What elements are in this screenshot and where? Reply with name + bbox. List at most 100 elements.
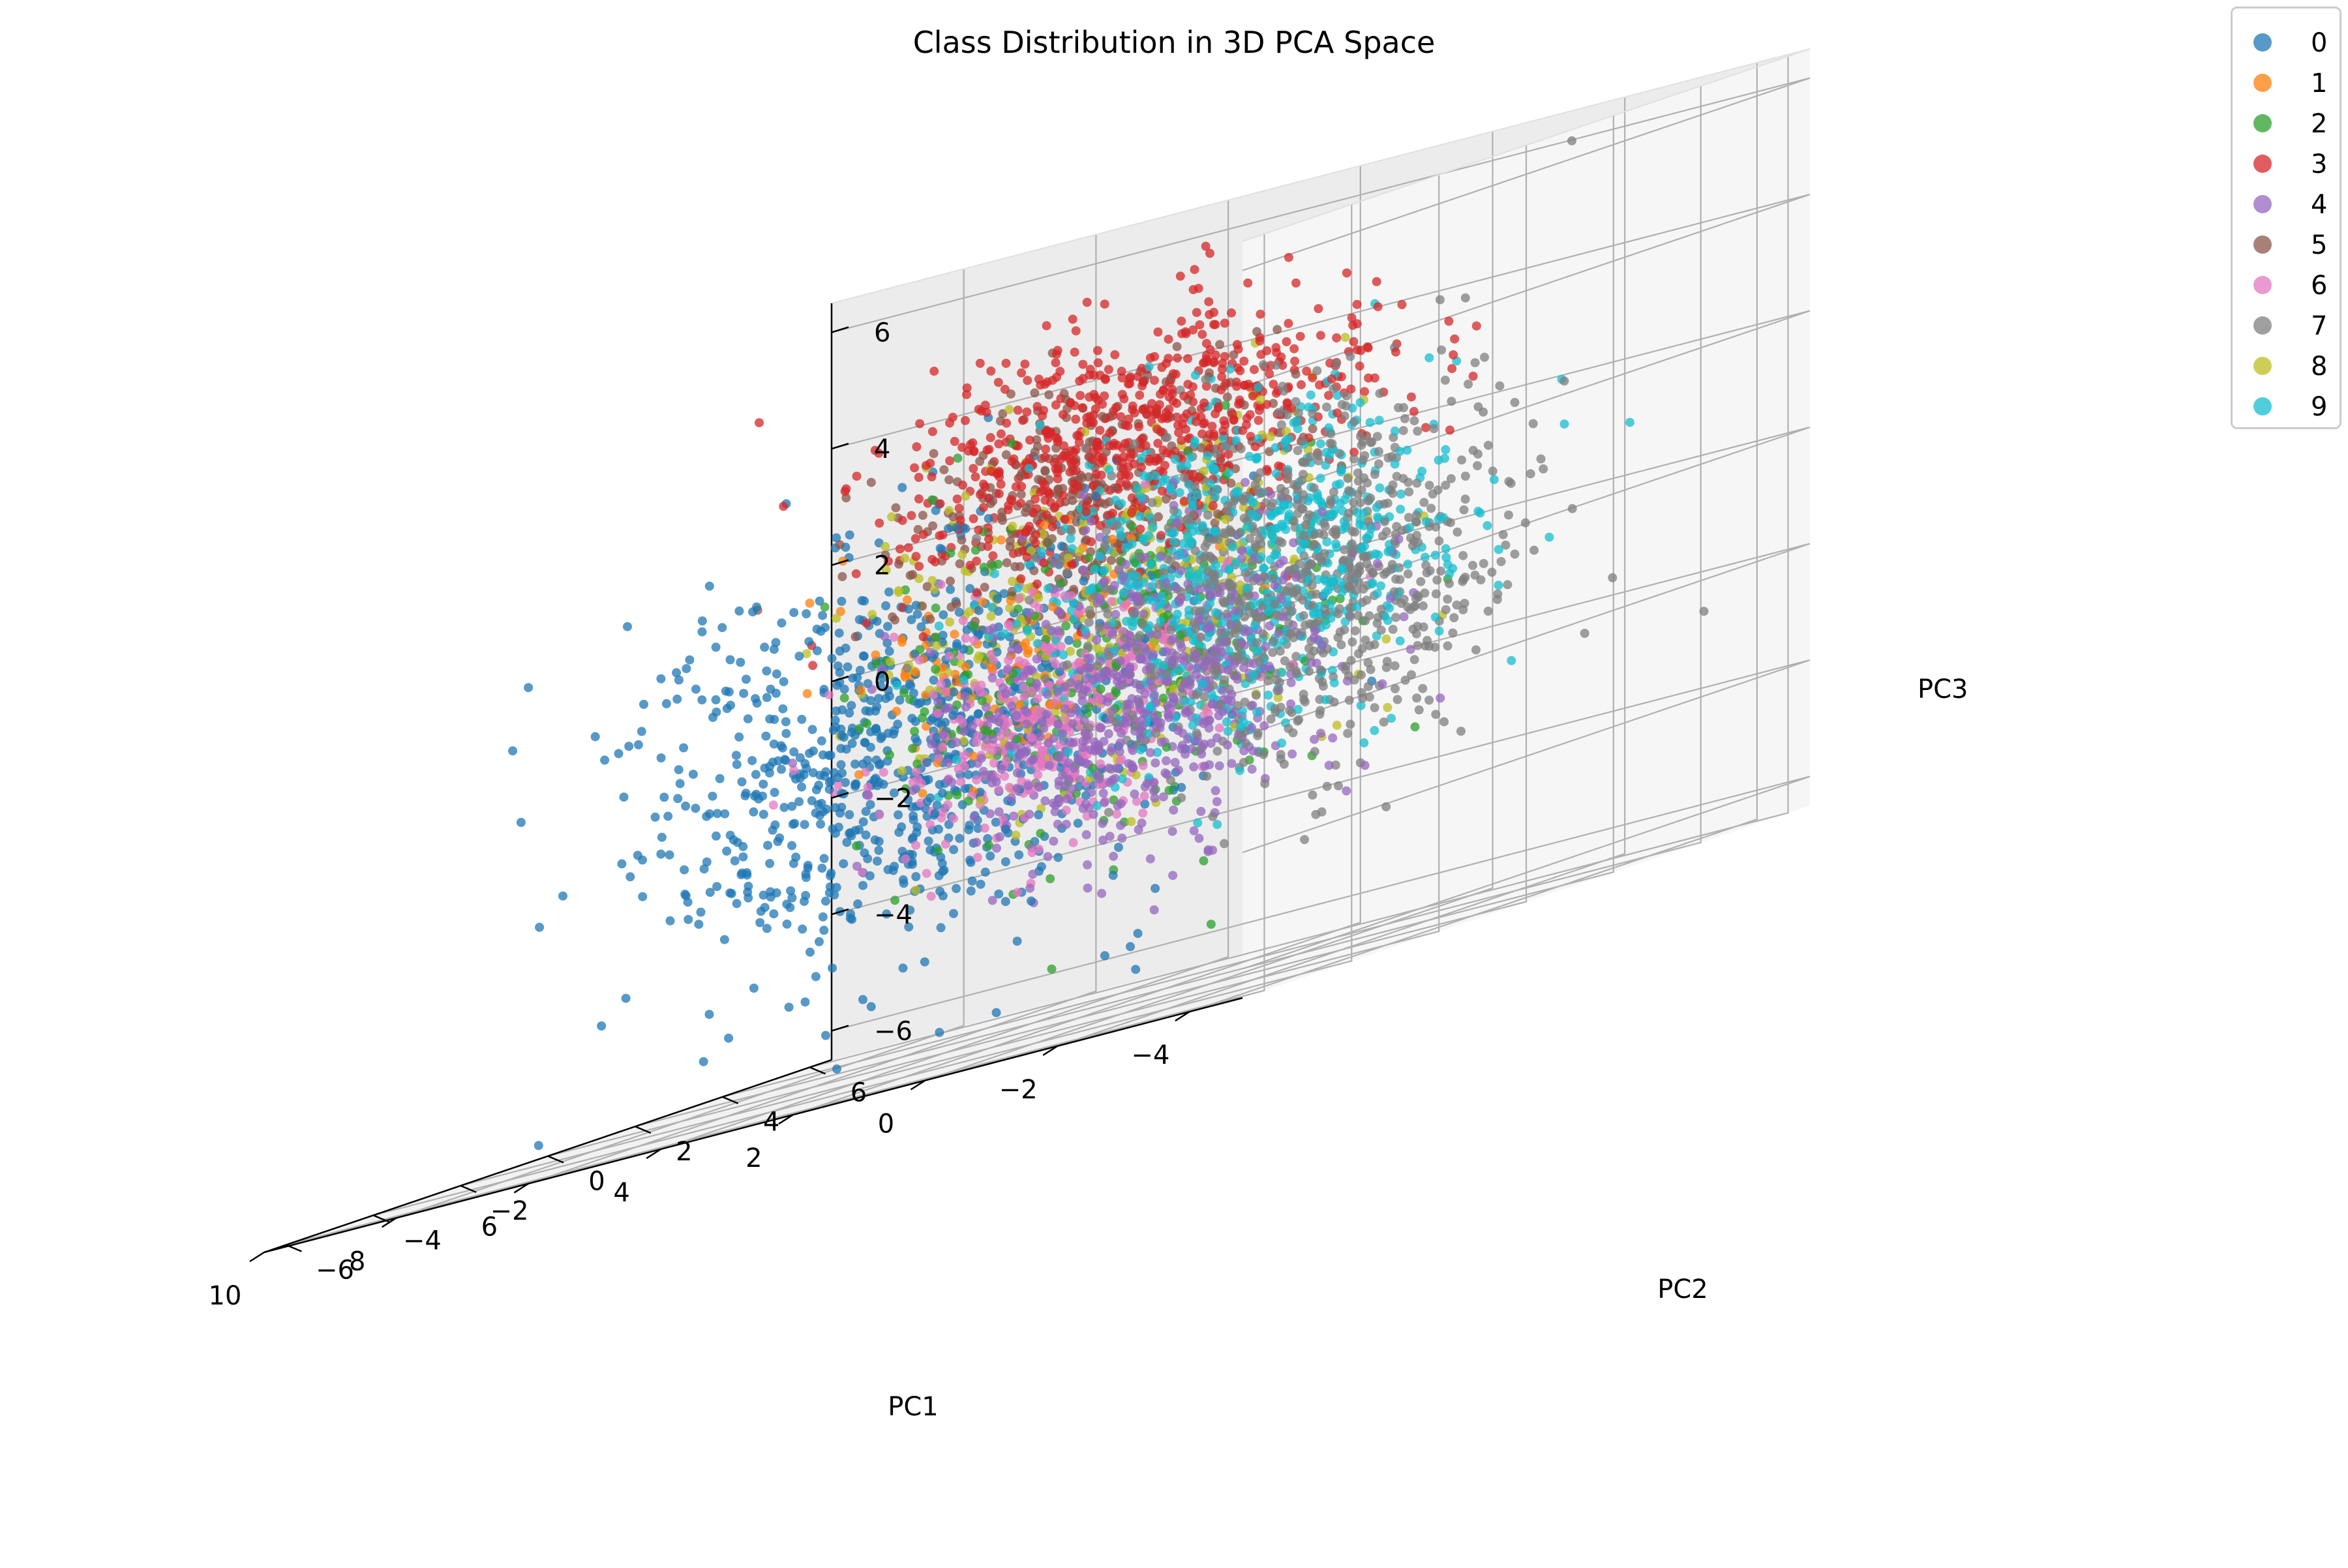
point-class-4 [1116,738,1125,747]
point-class-0 [753,699,762,708]
point-class-4 [1227,759,1236,768]
point-class-5 [1223,393,1232,402]
point-class-2 [912,759,922,768]
point-class-0 [789,608,798,617]
point-class-3 [1239,357,1248,366]
point-class-3 [1056,455,1065,464]
point-class-4 [1317,641,1327,650]
point-class-9 [1109,618,1118,627]
point-class-3 [958,481,967,490]
point-class-0 [715,774,725,783]
point-class-9 [1260,526,1269,535]
point-class-7 [1308,409,1317,418]
point-class-0 [770,788,779,797]
point-class-7 [1471,358,1480,367]
point-class-3 [1314,304,1323,313]
point-class-4 [1134,825,1143,834]
point-class-3 [1032,402,1042,411]
point-class-7 [1260,779,1269,788]
point-class-4 [1126,663,1135,672]
point-class-0 [781,717,790,727]
point-class-4 [1092,770,1101,779]
point-class-7 [1101,584,1110,593]
point-class-4 [1394,535,1404,544]
point-class-3 [904,543,913,552]
point-class-9 [1352,602,1361,611]
point-class-0 [835,646,845,656]
point-class-0 [922,758,931,767]
point-class-0 [848,739,857,748]
point-class-2 [969,622,978,631]
point-class-7 [1388,489,1397,498]
point-class-4 [1062,794,1072,804]
point-class-7 [1453,528,1462,537]
point-class-3 [1232,382,1241,391]
point-class-7 [1167,626,1176,635]
point-class-4 [1173,726,1182,735]
chart-title: Class Distribution in 3D PCA Space [0,25,2348,60]
point-class-0 [706,888,715,897]
point-class-5 [1002,558,1012,567]
point-class-7 [1404,569,1413,579]
point-class-3 [852,472,862,481]
point-class-0 [801,891,810,900]
point-class-3 [1042,428,1051,437]
point-class-3 [1240,381,1249,390]
point-class-4 [1168,692,1177,701]
point-class-4 [944,758,953,767]
point-class-4 [1032,679,1041,688]
point-class-9 [935,622,944,631]
point-class-4 [1189,762,1198,772]
point-class-0 [691,685,700,694]
point-class-3 [988,551,997,560]
point-class-2 [885,750,894,759]
point-class-4 [1025,884,1034,893]
point-class-3 [955,504,964,513]
point-class-3 [1135,391,1144,400]
point-class-3 [1202,351,1211,360]
point-class-4 [1169,634,1178,643]
point-class-4 [1212,656,1221,665]
point-class-4 [1199,719,1208,728]
point-class-7 [1235,528,1244,537]
point-class-0 [759,810,768,819]
point-class-3 [1016,574,1025,583]
point-class-4 [1083,654,1092,663]
point-class-7 [1252,691,1261,700]
point-class-4 [1103,697,1112,706]
point-class-5 [998,516,1007,525]
point-class-3 [1101,375,1110,384]
point-class-0 [659,792,669,802]
point-class-5 [952,599,961,609]
point-class-3 [961,416,970,425]
point-class-1 [871,650,880,659]
point-class-3 [1168,389,1177,398]
point-class-6 [943,800,952,809]
point-class-9 [1151,472,1160,481]
point-class-0 [639,700,648,709]
point-class-7 [1314,617,1323,626]
point-class-9 [1544,533,1554,542]
point-class-3 [1327,374,1336,384]
point-class-3 [1353,345,1362,354]
point-class-0 [600,755,609,764]
point-class-5 [957,535,967,545]
point-class-7 [1381,802,1391,811]
point-class-0 [674,765,684,774]
point-class-5 [1308,424,1317,433]
point-class-0 [1013,937,1022,946]
point-class-6 [1019,693,1029,702]
point-class-4 [1177,594,1186,603]
point-class-3 [1349,337,1358,346]
point-class-7 [1293,717,1302,726]
point-class-9 [1316,439,1325,448]
point-class-0 [821,897,830,906]
point-class-4 [1081,674,1091,684]
point-class-9 [1266,555,1275,564]
point-class-6 [961,634,971,643]
point-class-4 [1107,706,1117,716]
point-class-7 [1251,480,1260,489]
point-class-4 [926,648,935,657]
point-class-5 [1033,442,1042,451]
point-class-2 [927,495,937,504]
